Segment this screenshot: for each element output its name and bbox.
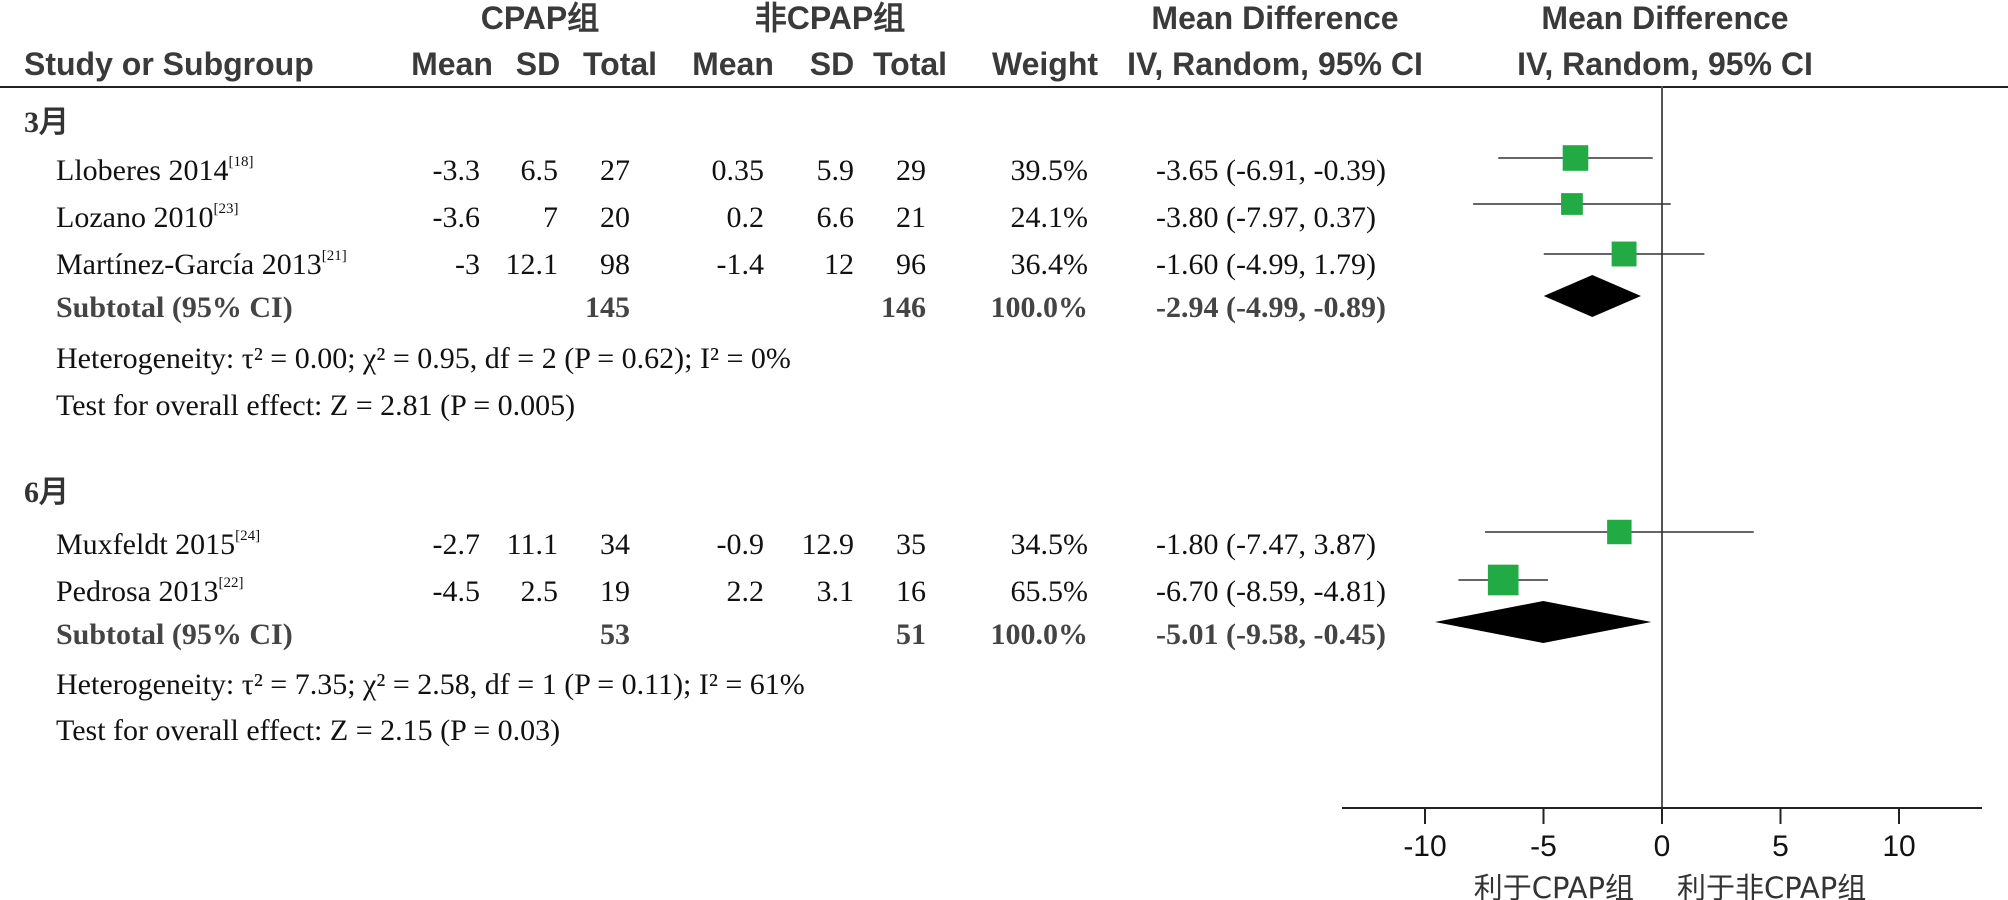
cpap-total: 98 bbox=[600, 248, 630, 281]
study-weight: 36.4% bbox=[1010, 248, 1089, 281]
subgroup-label: 3月 bbox=[24, 106, 69, 139]
cpap-mean: -3.6 bbox=[432, 201, 481, 234]
control-total: 29 bbox=[896, 154, 926, 187]
study-col-header: Study or Subgroup bbox=[24, 46, 314, 82]
cpap-mean: -3 bbox=[455, 248, 480, 281]
control-mean: 0.35 bbox=[711, 154, 765, 187]
study-weight: 39.5% bbox=[1010, 154, 1089, 187]
study-name: Martínez-García 2013[21] bbox=[56, 248, 347, 281]
control-mean: 0.2 bbox=[726, 201, 765, 234]
cpap-total: 19 bbox=[600, 575, 630, 608]
plot-method-header: IV, Random, 95% CI bbox=[1517, 46, 1813, 82]
mean2-header: Mean bbox=[692, 46, 774, 82]
cpap-total: 27 bbox=[600, 154, 630, 187]
subtotal-label: Subtotal (95% CI) bbox=[56, 618, 293, 651]
subtotal-control-total: 146 bbox=[881, 291, 926, 324]
study-marker bbox=[1611, 241, 1637, 267]
favors-right-label: 利于非CPAP组 bbox=[1677, 871, 1866, 900]
subgroup-label: 6月 bbox=[24, 476, 69, 509]
x-tick-label: 0 bbox=[1654, 830, 1671, 863]
x-tick-label: -5 bbox=[1530, 830, 1557, 863]
control-sd: 6.6 bbox=[816, 201, 855, 234]
subtotal-label: Subtotal (95% CI) bbox=[56, 291, 293, 324]
overall-effect-text: Test for overall effect: Z = 2.81 (P = 0… bbox=[56, 389, 576, 422]
effect-method-header: IV, Random, 95% CI bbox=[1127, 46, 1423, 82]
sd1-header: SD bbox=[515, 46, 561, 82]
study-weight: 24.1% bbox=[1010, 201, 1089, 234]
subtotal-ci: -5.01 (-9.58, -0.45) bbox=[1156, 618, 1386, 651]
study-ci: -1.80 (-7.47, 3.87) bbox=[1156, 528, 1376, 561]
x-tick-label: 5 bbox=[1772, 830, 1789, 863]
control-sd: 5.9 bbox=[816, 154, 855, 187]
subtotal-cpap-total: 53 bbox=[600, 618, 630, 651]
subtotal-ci: -2.94 (-4.99, -0.89) bbox=[1156, 291, 1386, 324]
study-ci: -6.70 (-8.59, -4.81) bbox=[1156, 575, 1386, 608]
study-reference: [18] bbox=[228, 154, 254, 170]
study-ci: -3.65 (-6.91, -0.39) bbox=[1156, 154, 1386, 187]
sd2-header: SD bbox=[809, 46, 855, 82]
control-sd: 12 bbox=[824, 248, 854, 281]
study-reference: [24] bbox=[235, 528, 261, 544]
subtotal-control-total: 51 bbox=[896, 618, 926, 651]
cpap-total: 34 bbox=[600, 528, 630, 561]
favors-left-label: 利于CPAP组 bbox=[1474, 871, 1634, 900]
subtotal-weight: 100.0% bbox=[990, 291, 1089, 324]
weight-header: Weight bbox=[991, 46, 1099, 82]
control-total: 21 bbox=[896, 201, 926, 234]
cpap-sd: 7 bbox=[543, 201, 558, 234]
study-name: Lozano 2010[23] bbox=[56, 201, 239, 234]
plot-col-header: Mean Difference bbox=[1541, 0, 1789, 36]
study-ci: -3.80 (-7.97, 0.37) bbox=[1156, 201, 1376, 234]
effect-col-header: Mean Difference bbox=[1151, 0, 1399, 36]
study-reference: [21] bbox=[321, 248, 347, 264]
control-mean: -0.9 bbox=[716, 528, 765, 561]
cpap-mean: -2.7 bbox=[432, 528, 481, 561]
total1-header: Total bbox=[582, 46, 658, 82]
cpap-total: 20 bbox=[600, 201, 630, 234]
mean1-header: Mean bbox=[411, 46, 493, 82]
control-sd: 3.1 bbox=[816, 575, 855, 608]
cpap-mean: -3.3 bbox=[432, 154, 481, 187]
cpap-sd: 2.5 bbox=[520, 575, 559, 608]
cpap-mean: -4.5 bbox=[432, 575, 481, 608]
study-marker bbox=[1487, 564, 1519, 596]
study-reference: [22] bbox=[218, 575, 244, 591]
study-name: Muxfeldt 2015[24] bbox=[56, 528, 261, 561]
study-marker bbox=[1561, 193, 1583, 215]
group1-header: CPAP组 bbox=[480, 0, 600, 36]
subtotal-weight: 100.0% bbox=[990, 618, 1089, 651]
control-mean: -1.4 bbox=[716, 248, 765, 281]
total2-header: Total bbox=[872, 46, 948, 82]
study-name: Pedrosa 2013[22] bbox=[56, 575, 244, 608]
control-total: 96 bbox=[896, 248, 926, 281]
study-name: Lloberes 2014[18] bbox=[56, 154, 254, 187]
control-total: 35 bbox=[896, 528, 926, 561]
study-ci: -1.60 (-4.99, 1.79) bbox=[1156, 248, 1376, 281]
study-marker bbox=[1562, 145, 1589, 171]
study-weight: 65.5% bbox=[1010, 575, 1089, 608]
cpap-sd: 6.5 bbox=[520, 154, 559, 187]
subtotal-cpap-total: 145 bbox=[585, 291, 630, 324]
subtotal-diamond bbox=[1434, 601, 1652, 643]
subtotal-diamond bbox=[1543, 275, 1641, 317]
control-mean: 2.2 bbox=[726, 575, 765, 608]
cpap-sd: 11.1 bbox=[506, 528, 558, 561]
heterogeneity-text: Heterogeneity: τ² = 7.35; χ² = 2.58, df … bbox=[56, 668, 805, 701]
study-marker bbox=[1607, 519, 1632, 545]
control-total: 16 bbox=[896, 575, 926, 608]
study-reference: [23] bbox=[213, 201, 239, 217]
x-tick-label: 10 bbox=[1882, 830, 1915, 863]
x-tick-label: -10 bbox=[1403, 830, 1446, 863]
overall-effect-text: Test for overall effect: Z = 2.15 (P = 0… bbox=[56, 714, 561, 747]
control-sd: 12.9 bbox=[801, 528, 855, 561]
study-weight: 34.5% bbox=[1010, 528, 1089, 561]
group2-header: 非CPAP组 bbox=[754, 0, 906, 36]
header-rule bbox=[0, 86, 2008, 88]
heterogeneity-text: Heterogeneity: τ² = 0.00; χ² = 0.95, df … bbox=[56, 342, 791, 375]
cpap-sd: 12.1 bbox=[505, 248, 559, 281]
